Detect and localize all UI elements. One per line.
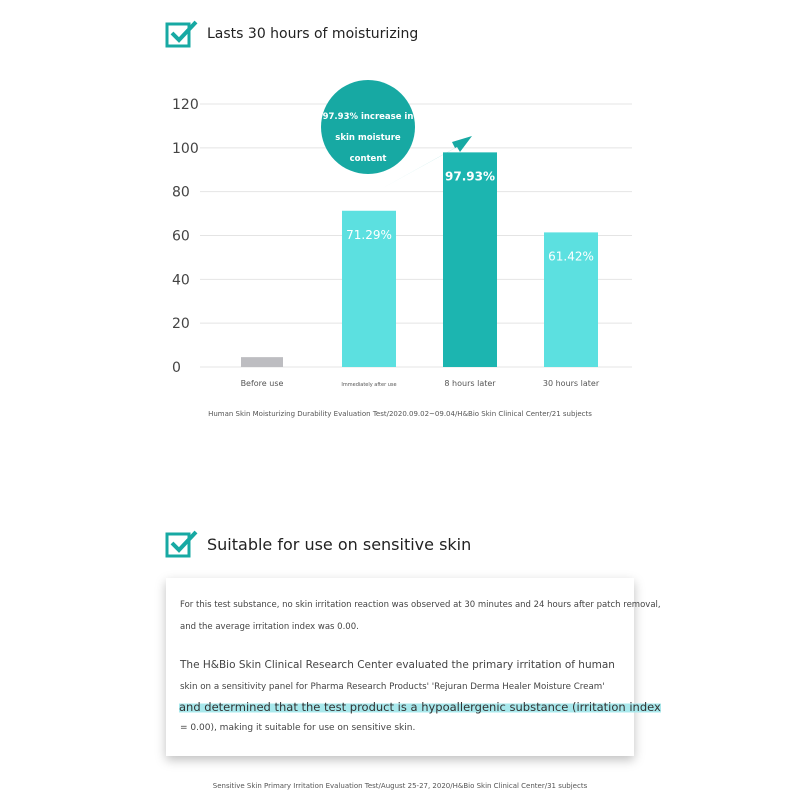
section-title: Lasts 30 hours of moisturizing bbox=[207, 26, 419, 42]
x-tick-label: Immediately after use bbox=[341, 382, 396, 388]
moisture-bar-chart: 0 20 40 60 80 100 120 Before use Immediately aft… bbox=[172, 80, 632, 388]
y-tick-label: 100 bbox=[172, 141, 199, 157]
checkbox-check-icon bbox=[165, 20, 198, 48]
chart-source-note: Human Skin Moisturizing Durability Evalu… bbox=[208, 410, 592, 418]
x-tick-label: 30 hours later bbox=[543, 379, 600, 388]
bar bbox=[241, 357, 283, 367]
annotation-text: 97.93% increase in bbox=[323, 112, 414, 122]
annotation-bubble bbox=[321, 80, 415, 174]
y-tick-label: 120 bbox=[172, 97, 199, 113]
section-heading-moisturizing: Lasts 30 hours of moisturizing bbox=[165, 20, 418, 48]
result-highlight-text: and determined that the test product is … bbox=[179, 700, 661, 714]
data-label: 71.29% bbox=[346, 228, 392, 242]
x-tick-label: Before use bbox=[241, 379, 284, 388]
annotation-text: content bbox=[350, 154, 387, 164]
result-text: = 0.00), making it suitable for use on s… bbox=[180, 723, 416, 733]
checkbox-check-icon bbox=[165, 530, 198, 558]
result-text: For this test substance, no skin irritat… bbox=[180, 600, 661, 610]
irritation-result-card: For this test substance, no skin irritat… bbox=[166, 578, 661, 756]
data-label: 97.93% bbox=[445, 169, 495, 183]
result-text: and the average irritation index was 0.0… bbox=[180, 622, 359, 632]
section-title: Suitable for use on sensitive skin bbox=[207, 534, 472, 554]
result-text: skin on a sensitivity panel for Pharma R… bbox=[180, 682, 605, 692]
bar bbox=[443, 152, 497, 367]
y-tick-label: 80 bbox=[172, 185, 190, 201]
test-source-note: Sensitive Skin Primary Irritation Evalua… bbox=[212, 782, 588, 790]
y-tick-label: 20 bbox=[172, 316, 190, 332]
x-tick-label: 8 hours later bbox=[444, 379, 496, 388]
annotation-text: skin moisture bbox=[335, 133, 401, 143]
trend-arrow bbox=[352, 136, 472, 205]
result-text: The H&Bio Skin Clinical Research Center … bbox=[180, 659, 615, 671]
section-heading-sensitive-skin: Suitable for use on sensitive skin bbox=[165, 530, 471, 558]
y-tick-label: 40 bbox=[172, 272, 190, 288]
y-tick-label: 60 bbox=[172, 229, 190, 245]
bar bbox=[342, 210, 396, 367]
y-tick-label: 0 bbox=[172, 360, 181, 376]
data-label: 61.42% bbox=[548, 249, 594, 263]
bar bbox=[544, 232, 598, 367]
